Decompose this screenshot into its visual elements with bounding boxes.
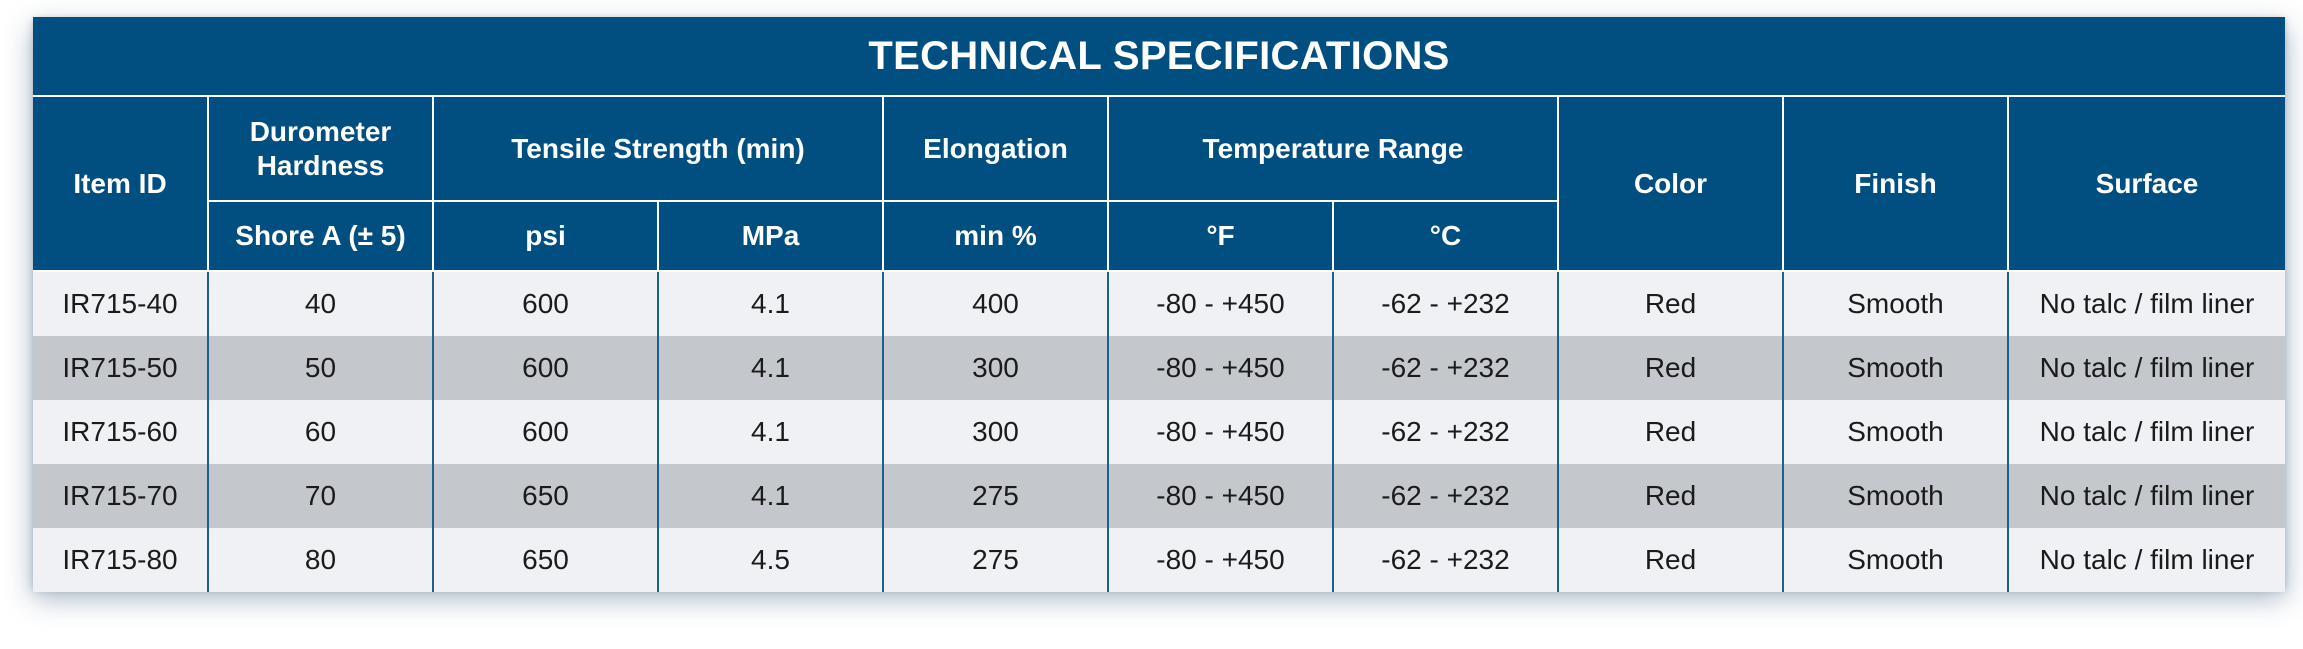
table-row: IR715-80 80 650 4.5 275 -80 - +450 -62 -… — [33, 528, 2286, 592]
cell-temp-c: -62 - +232 — [1332, 464, 1559, 528]
cell-finish: Smooth — [1782, 400, 2009, 464]
cell-temp-c: -62 - +232 — [1332, 528, 1559, 592]
cell-tensile-psi: 650 — [432, 528, 659, 592]
header-elongation: Elongation — [882, 95, 1109, 202]
subheader-celsius: °C — [1332, 200, 1559, 272]
cell-tensile-psi: 650 — [432, 464, 659, 528]
cell-temp-f: -80 - +450 — [1107, 464, 1334, 528]
header-durometer-hardness: Durometer Hardness — [207, 95, 434, 202]
cell-item-id: IR715-40 — [33, 271, 209, 336]
cell-temp-f: -80 - +450 — [1107, 400, 1334, 464]
table-row: IR715-40 40 600 4.1 400 -80 - +450 -62 -… — [33, 271, 2286, 336]
cell-color: Red — [1557, 528, 1784, 592]
subheader-min-percent: min % — [882, 200, 1109, 272]
table-row: IR715-70 70 650 4.1 275 -80 - +450 -62 -… — [33, 464, 2286, 528]
cell-elongation: 400 — [882, 271, 1109, 336]
table-title: TECHNICAL SPECIFICATIONS — [33, 17, 2286, 97]
cell-temp-f: -80 - +450 — [1107, 271, 1334, 336]
cell-tensile-mpa: 4.1 — [657, 271, 884, 336]
table-row: IR715-60 60 600 4.1 300 -80 - +450 -62 -… — [33, 400, 2286, 464]
cell-temp-c: -62 - +232 — [1332, 271, 1559, 336]
table-row: IR715-50 50 600 4.1 300 -80 - +450 -62 -… — [33, 336, 2286, 400]
cell-temp-c: -62 - +232 — [1332, 400, 1559, 464]
cell-temp-c: -62 - +232 — [1332, 336, 1559, 400]
cell-finish: Smooth — [1782, 464, 2009, 528]
technical-specifications-table: TECHNICAL SPECIFICATIONS Item ID Duromet… — [33, 17, 2286, 592]
cell-surface: No talc / film liner — [2006, 464, 2286, 528]
cell-elongation: 300 — [882, 336, 1109, 400]
technical-specifications-card: TECHNICAL SPECIFICATIONS Item ID Duromet… — [33, 17, 2286, 592]
subheader-shore-a: Shore A (± 5) — [207, 200, 434, 272]
subheader-fahrenheit: °F — [1107, 200, 1334, 272]
cell-color: Red — [1557, 271, 1784, 336]
cell-temp-f: -80 - +450 — [1107, 528, 1334, 592]
subheader-mpa: MPa — [657, 200, 884, 272]
header-tensile-strength: Tensile Strength (min) — [432, 95, 884, 202]
cell-tensile-mpa: 4.1 — [657, 336, 884, 400]
cell-item-id: IR715-50 — [33, 336, 209, 400]
cell-tensile-mpa: 4.1 — [657, 464, 884, 528]
cell-durometer: 40 — [207, 271, 434, 336]
cell-item-id: IR715-60 — [33, 400, 209, 464]
cell-item-id: IR715-80 — [33, 528, 209, 592]
header-color: Color — [1557, 95, 1784, 272]
cell-finish: Smooth — [1782, 336, 2009, 400]
cell-elongation: 275 — [882, 464, 1109, 528]
cell-durometer: 50 — [207, 336, 434, 400]
cell-durometer: 60 — [207, 400, 434, 464]
cell-color: Red — [1557, 336, 1784, 400]
cell-tensile-mpa: 4.5 — [657, 528, 884, 592]
header-item-id: Item ID — [33, 95, 209, 272]
cell-finish: Smooth — [1782, 528, 2009, 592]
cell-durometer: 70 — [207, 464, 434, 528]
cell-temp-f: -80 - +450 — [1107, 336, 1334, 400]
cell-elongation: 275 — [882, 528, 1109, 592]
cell-finish: Smooth — [1782, 271, 2009, 336]
cell-tensile-mpa: 4.1 — [657, 400, 884, 464]
subheader-psi: psi — [432, 200, 659, 272]
cell-color: Red — [1557, 400, 1784, 464]
cell-item-id: IR715-70 — [33, 464, 209, 528]
cell-durometer: 80 — [207, 528, 434, 592]
cell-tensile-psi: 600 — [432, 400, 659, 464]
header-finish: Finish — [1782, 95, 2009, 272]
cell-elongation: 300 — [882, 400, 1109, 464]
cell-surface: No talc / film liner — [2006, 400, 2286, 464]
cell-color: Red — [1557, 464, 1784, 528]
cell-tensile-psi: 600 — [432, 336, 659, 400]
header-temperature-range: Temperature Range — [1107, 95, 1559, 202]
cell-surface: No talc / film liner — [2006, 336, 2286, 400]
header-surface: Surface — [2006, 95, 2286, 272]
cell-surface: No talc / film liner — [2006, 528, 2286, 592]
cell-surface: No talc / film liner — [2006, 271, 2286, 336]
cell-tensile-psi: 600 — [432, 271, 659, 336]
